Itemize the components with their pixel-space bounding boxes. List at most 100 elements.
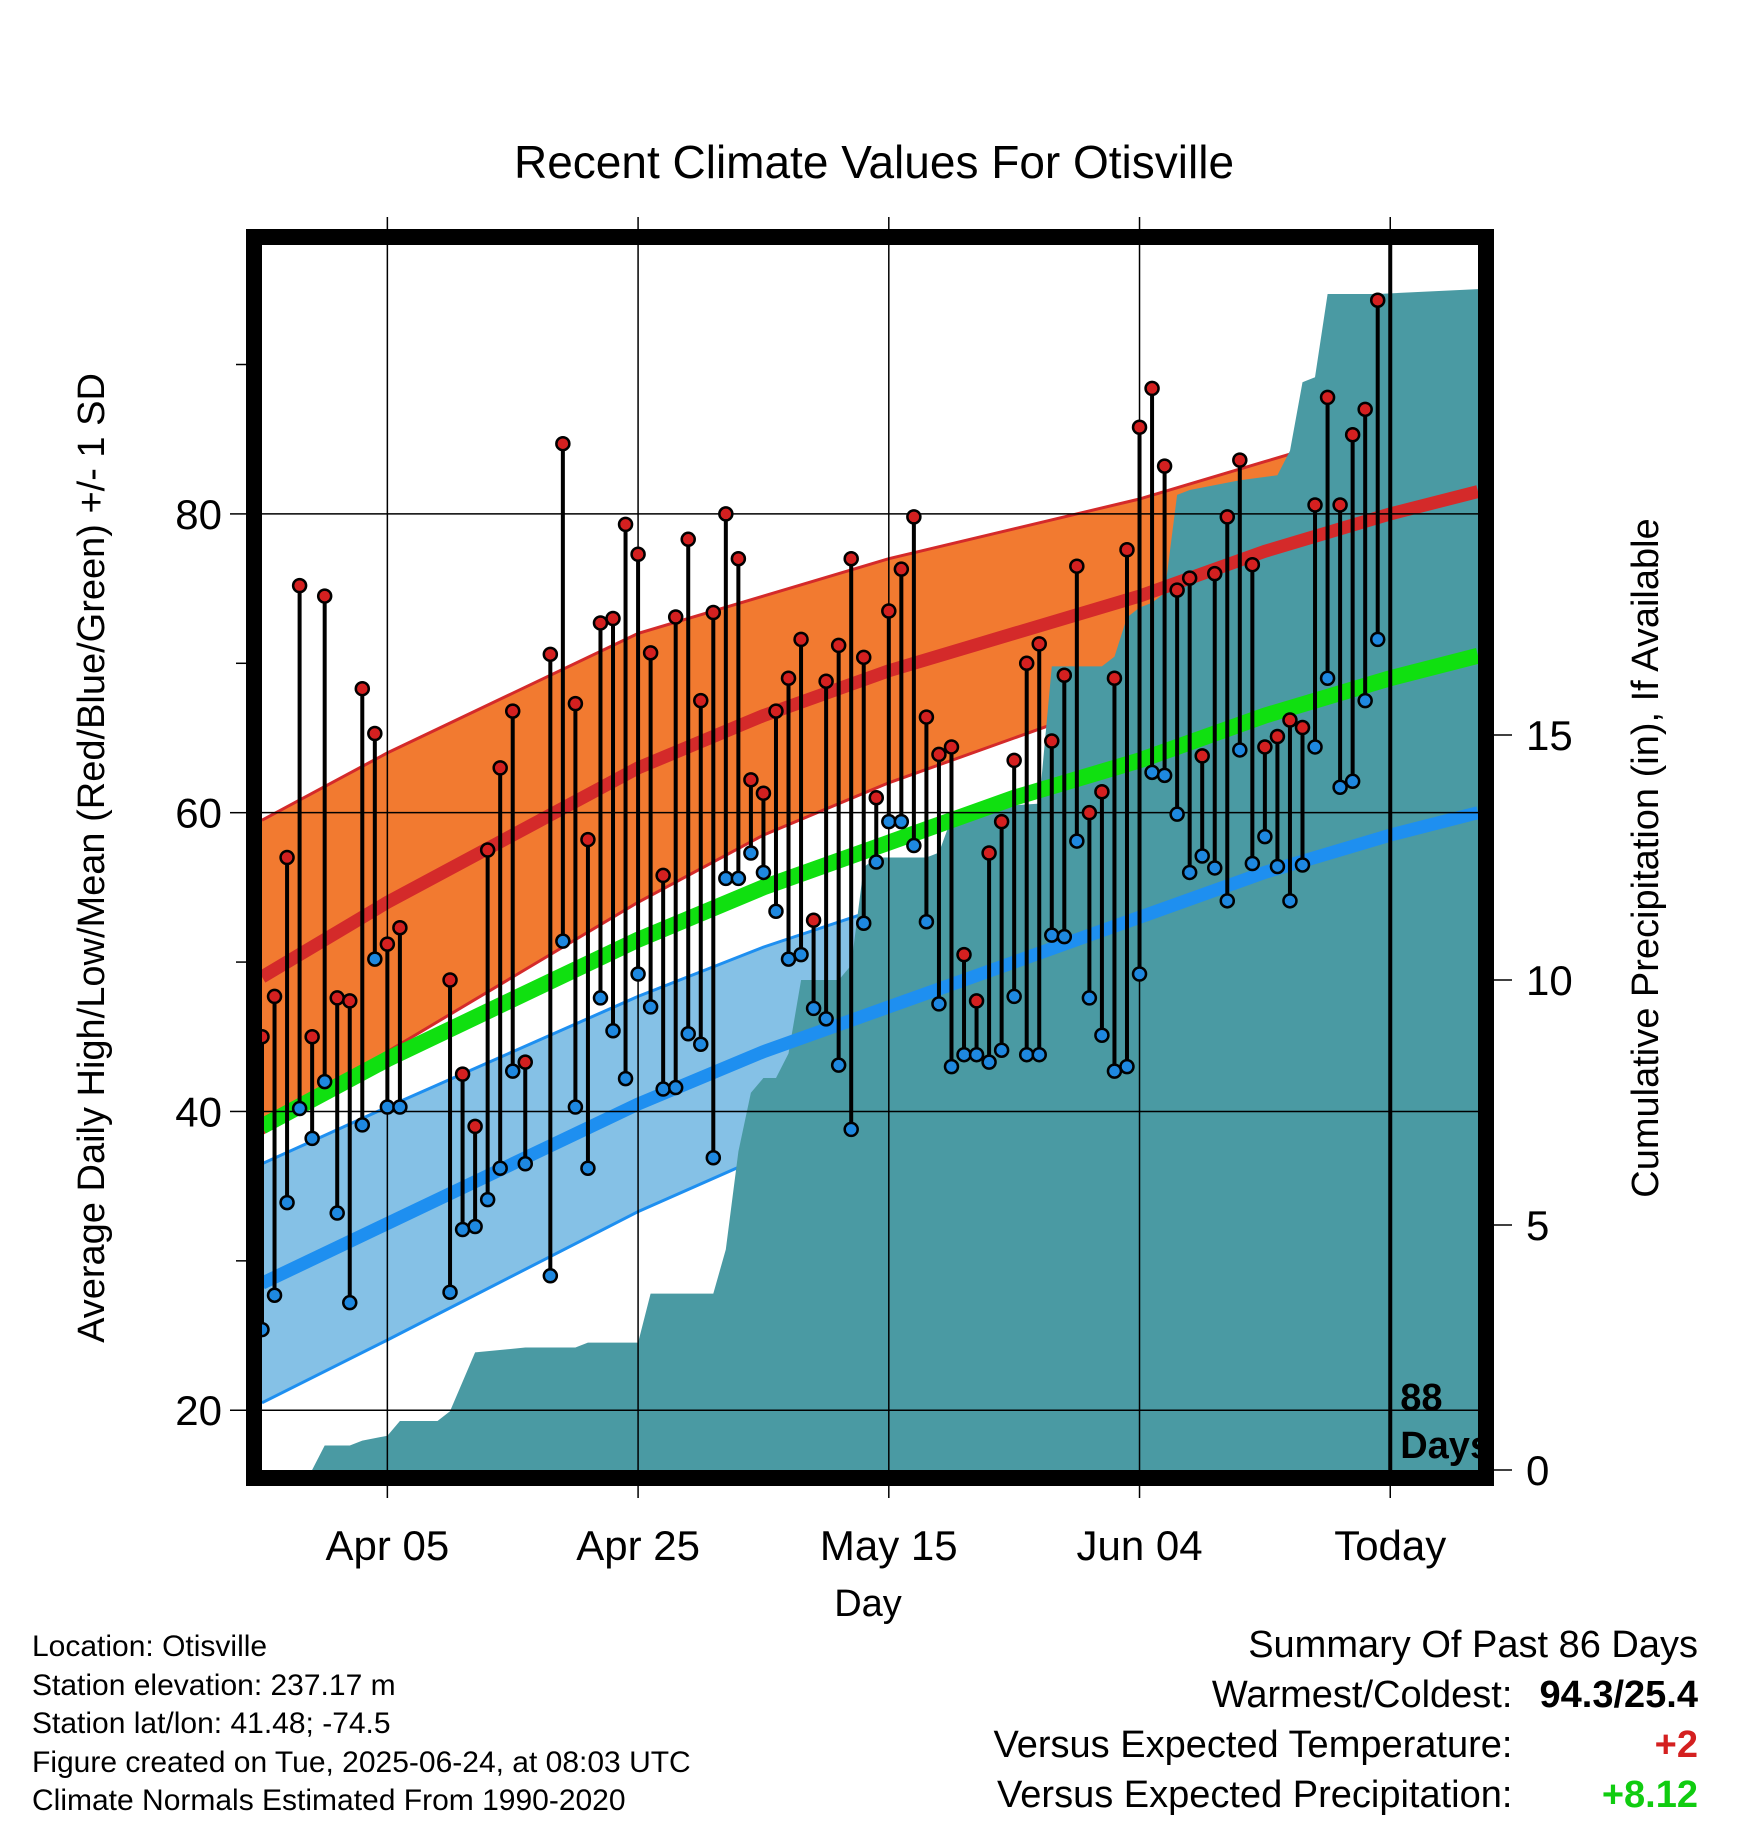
daily-high-point [279,849,295,866]
daily-low-point [504,1063,521,1079]
daily-high-point [1232,452,1248,468]
daily-high-point [442,972,458,988]
daily-high-point [342,993,358,1009]
station-info: Location: Otisville Station elevation: 2… [32,1628,691,1821]
daily-low-point [379,1099,396,1115]
daily-low-point [931,996,947,1012]
y-axis-label: Average Daily High/Low/Mean (Red/Blue/Gr… [71,373,113,1343]
daily-low-point [454,1221,471,1238]
daily-high-point [718,506,734,522]
daily-low-point [630,966,646,982]
daily-high-point [1106,670,1123,686]
daily-high-point [1344,426,1361,443]
daily-high-point [1169,582,1185,598]
daily-high-point [605,610,621,627]
daily-low-point [1206,860,1223,876]
daily-low-point [1344,773,1361,790]
daily-low-point [818,1011,834,1027]
y-tick-label: 20 [175,1387,222,1434]
x-tick-label: Today [1334,1522,1446,1569]
daily-high-point [906,509,922,525]
daily-high-point [1369,292,1386,309]
daily-low-point [868,854,885,870]
daily-low-point [1131,966,1148,982]
daily-low-point [1056,928,1073,945]
daily-high-point [262,1029,270,1045]
normals-text: Climate Normals Estimated From 1990-2020 [32,1784,626,1817]
daily-low-point [855,915,872,931]
summary-heading: Summary Of Past 86 Days [1248,1624,1698,1666]
daily-low-point [805,1000,822,1017]
daily-low-point [342,1294,358,1311]
daily-low-point [981,1054,997,1070]
daily-high-point [379,936,396,952]
daily-low-point [1369,631,1386,648]
daily-high-point [981,845,997,861]
daily-low-point [1357,692,1373,709]
daily-low-point [667,1079,684,1096]
daily-high-point [1119,542,1135,558]
daily-low-point [367,951,383,967]
daily-low-point [1257,828,1273,845]
x-axis-label: Day [834,1583,902,1625]
daily-high-point [1144,380,1160,397]
daily-high-point [843,550,859,567]
daily-low-point [1169,806,1185,822]
daily-low-point [655,1081,671,1097]
daily-high-point [592,615,609,631]
daily-high-point [354,680,371,697]
daily-low-point [304,1130,320,1147]
daily-low-point [768,903,784,920]
location-text: Location: Otisville [32,1630,268,1663]
elevation-text: Station elevation: 237.17 m [32,1668,396,1702]
daily-low-point [755,864,772,881]
daily-high-point [1044,733,1060,749]
daily-high-point [1031,636,1047,652]
daily-high-point [1069,558,1085,574]
daily-low-point [262,1321,270,1338]
daily-high-point [1282,712,1298,728]
daily-high-point [555,435,571,452]
climate-chart: Recent Climate Values For Otisville 88 Da… [71,136,1667,1625]
daily-low-point [1244,855,1261,872]
daily-high-point [567,695,584,712]
daily-high-point [492,760,508,776]
daily-low-point [479,1191,496,1208]
daily-high-point [1332,497,1348,513]
daily-high-point [881,603,897,619]
daily-low-point [605,1023,621,1039]
daily-high-point [667,609,684,625]
y-tick-label: 80 [175,491,222,538]
warmest-coldest-label: Warmest/Coldest: [1211,1674,1513,1716]
daily-high-point [454,1066,471,1082]
daily-high-point [1006,752,1022,769]
daily-high-point [367,725,383,742]
daily-high-point [730,550,747,567]
plot-inner: 88 Days [262,245,1478,1470]
daily-low-point [592,990,609,1006]
daily-low-point [730,870,747,887]
daily-low-point [1332,779,1348,796]
daily-low-point [1144,764,1160,781]
daily-high-point [1018,655,1035,672]
daily-low-point [1156,767,1173,784]
daily-high-point [304,1029,320,1045]
daily-low-point [1194,848,1210,864]
daily-low-point [918,913,935,930]
daily-high-point [316,588,333,604]
daily-low-point [266,1287,283,1303]
daily-low-point [492,1160,508,1176]
plot-area: 88 Days Apr 05 Apr 25 May 15 Jun 04 Today 20 40 6… [175,217,1573,1569]
daily-low-point [1294,857,1311,873]
y2-axis-label: Cumulative Precipitation (in), If Availa… [1625,518,1667,1197]
daily-high-point [1206,565,1223,582]
daily-low-point [517,1156,534,1172]
daily-low-point [329,1205,345,1221]
daily-high-point [868,789,885,806]
daily-high-point [1194,748,1210,764]
daily-low-point [542,1268,559,1284]
daily-high-point [768,703,784,719]
x-tick-label: Apr 05 [325,1522,449,1569]
daily-high-point [467,1118,483,1135]
temp-departure-row: Versus Expected Temperature: +2 [994,1720,1698,1770]
